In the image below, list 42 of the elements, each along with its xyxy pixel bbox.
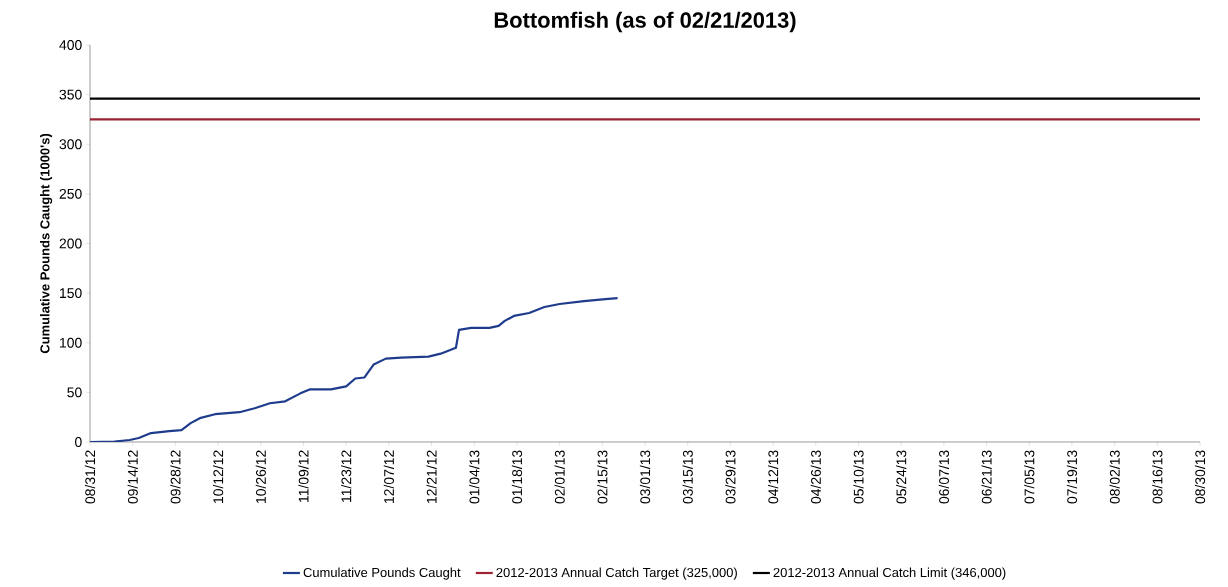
x-tick-label: 08/30/13 [1194,450,1206,504]
x-tick-label: 08/02/13 [1109,450,1120,504]
x-tick-label: 06/21/13 [981,450,992,504]
x-tick-label: 05/24/13 [896,450,907,504]
y-tick-label: 100 [60,337,82,348]
x-tick-label: 04/26/13 [810,450,821,504]
legend-label: 2012-2013 Annual Catch Limit (346,000) [773,567,1006,580]
x-tick-label: 07/19/13 [1066,450,1078,504]
x-tick-label: 05/10/13 [853,450,864,504]
x-tick-label: 10/12/12 [212,450,224,503]
y-axis-title: Cumulative Pounds Caught (1000's) [39,133,53,354]
y-tick-label: 400 [59,40,82,50]
y-tick-label: 200 [59,238,82,249]
y-tick-label: 0 [75,437,82,447]
legend-label: Cumulative Pounds Caught [303,567,461,580]
y-tick-label: 300 [59,139,82,150]
x-tick-label: 01/04/13 [469,450,480,504]
x-tick-label: 11/23/12 [341,450,352,502]
x-tick-label: 03/15/13 [682,450,693,504]
line-series [90,296,619,442]
x-tick-label: 02/01/13 [554,450,565,504]
chart-title: Bottomfish (as of 02/21/2013) [494,11,796,33]
x-tick-label: 10/26/12 [255,450,266,503]
x-tick-label: 08/16/13 [1152,450,1163,504]
x-tick-label: 02/15/13 [597,450,608,504]
y-tick-label: 150 [60,288,82,299]
x-tick-label: 03/01/13 [639,450,651,504]
x-tick-label: 11/09/12 [298,450,309,502]
x-tick-label: 09/28/12 [170,450,181,504]
x-tick-label: 03/29/13 [725,450,736,504]
x-tick-label: 12/21/12 [426,450,437,503]
x-tick-label: 12/07/12 [383,450,394,503]
y-tick-label: 50 [67,387,82,398]
x-tick-label: 06/07/13 [938,450,949,504]
y-tick-label: 350 [59,89,82,100]
x-tick-label: 07/05/13 [1024,450,1035,504]
x-tick-label: 08/31/12 [84,450,96,504]
x-tick-label: 04/12/13 [767,450,779,504]
x-tick-label: 01/18/13 [511,450,523,504]
legend-label: 2012-2013 Annual Catch Target (325,000) [496,567,737,580]
x-tick-label: 09/14/12 [127,450,138,504]
y-tick-label: 250 [59,188,82,199]
